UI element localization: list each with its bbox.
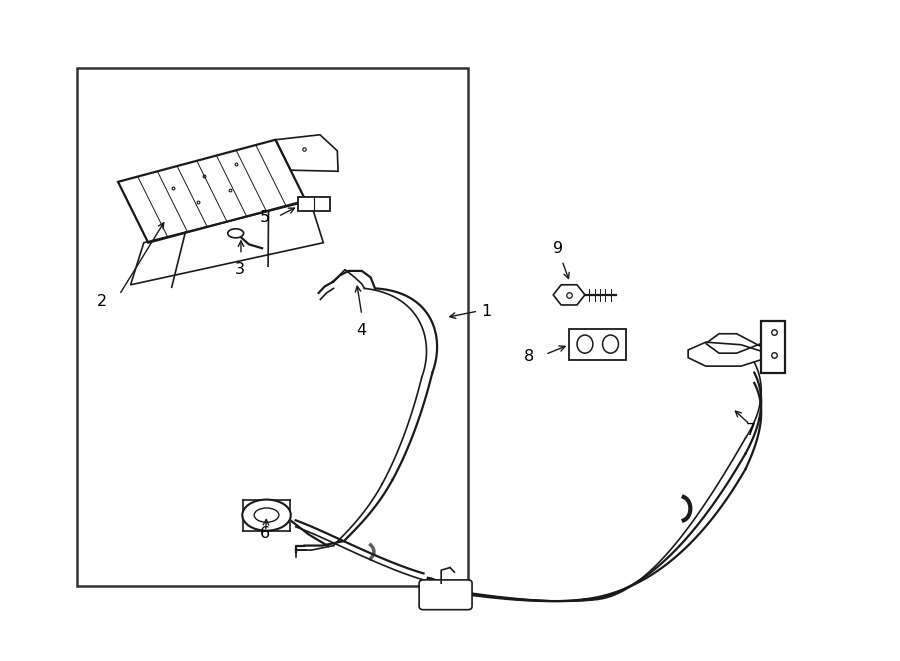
Bar [76, 68, 468, 586]
Text: 5: 5 [260, 210, 270, 225]
Ellipse shape [254, 508, 279, 522]
Ellipse shape [228, 229, 244, 238]
Ellipse shape [242, 500, 291, 531]
Text: 3: 3 [235, 262, 245, 278]
Text: 8: 8 [524, 349, 534, 364]
Text: 9: 9 [553, 241, 562, 256]
Text: 6: 6 [260, 526, 270, 541]
Ellipse shape [577, 335, 593, 353]
Bar [298, 197, 330, 212]
FancyBboxPatch shape [419, 580, 472, 609]
Text: 4: 4 [356, 323, 367, 338]
Text: 1: 1 [481, 303, 491, 319]
Text: 7: 7 [745, 424, 756, 438]
Bar [569, 329, 626, 360]
Bar [243, 500, 292, 531]
Text: 2: 2 [96, 294, 107, 309]
Ellipse shape [603, 335, 618, 353]
